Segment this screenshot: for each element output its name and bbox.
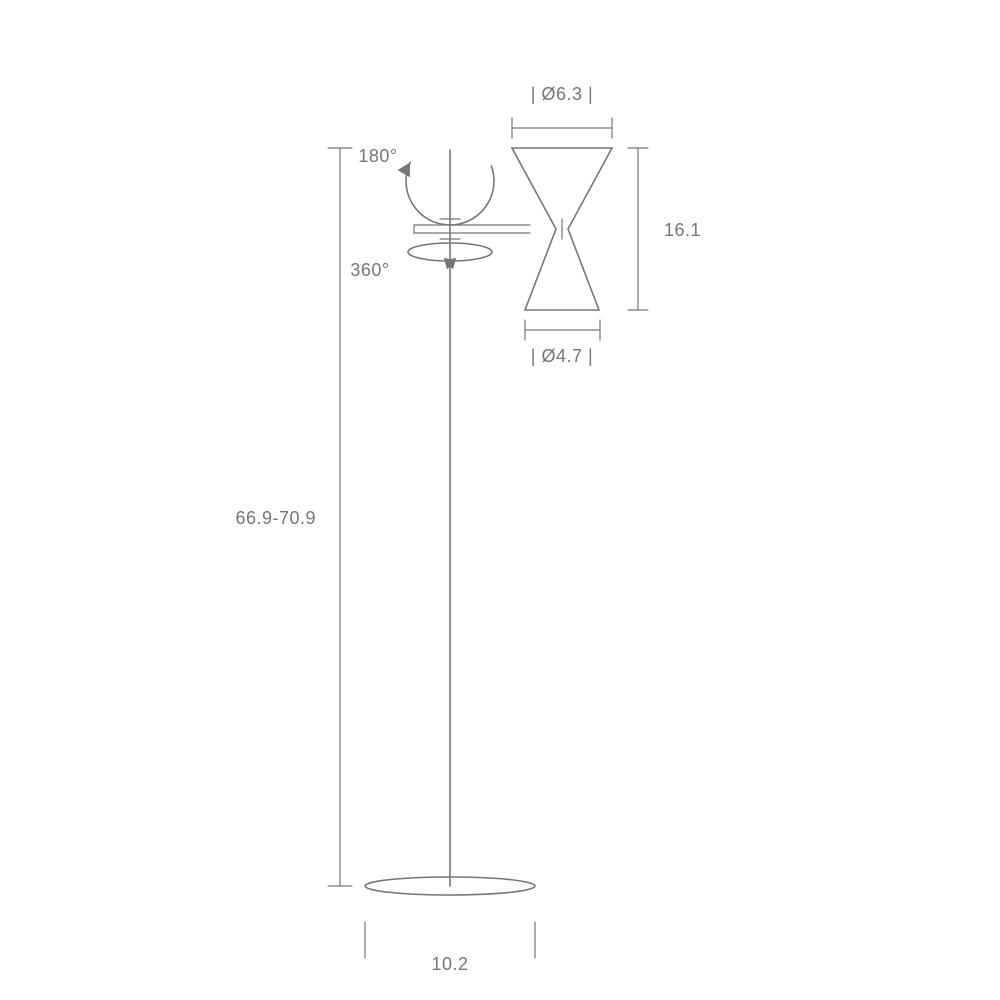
label-bottom-diameter: | Ø4.7 | xyxy=(531,346,593,366)
label-base-width: 10.2 xyxy=(431,954,468,974)
label-shade-height: 16.1 xyxy=(664,220,701,240)
label-top-diameter: | Ø6.3 | xyxy=(531,84,593,104)
label-tilt-angle: 180° xyxy=(358,146,397,166)
lamp-dimension-diagram: | Ø6.3 | | Ø4.7 | 16.1 180° 360° 66.9-70.9 10.… xyxy=(0,0,1000,1000)
label-pole-height: 66.9-70.9 xyxy=(235,508,316,528)
label-swivel-angle: 360° xyxy=(350,260,389,280)
